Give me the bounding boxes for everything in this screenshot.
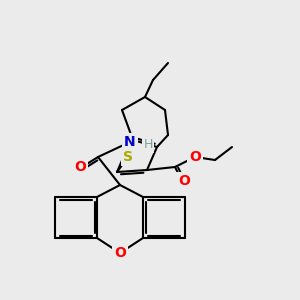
Text: S: S: [123, 150, 133, 164]
Text: O: O: [114, 246, 126, 260]
Text: H: H: [143, 139, 153, 152]
Text: O: O: [178, 174, 190, 188]
Text: O: O: [74, 160, 86, 174]
Text: O: O: [114, 246, 126, 260]
Text: N: N: [124, 135, 136, 149]
Text: S: S: [123, 150, 133, 164]
Text: O: O: [189, 150, 201, 164]
